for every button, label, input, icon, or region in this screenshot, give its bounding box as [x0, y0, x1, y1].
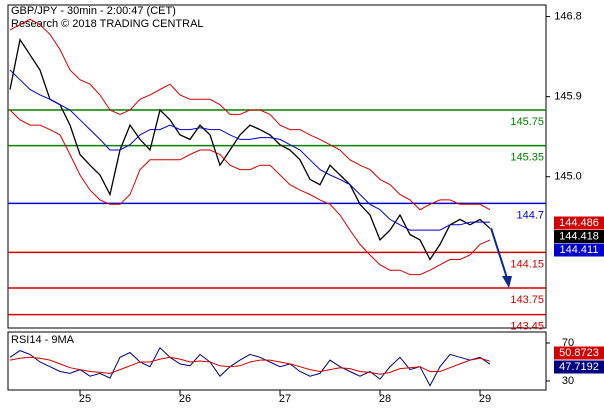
y-tick-label: 145.9: [554, 91, 582, 103]
price-marker-label: 144.418: [559, 230, 599, 242]
level-label: 144.7: [516, 209, 544, 221]
rsi-marker-label: 50.8723: [559, 347, 599, 359]
price-marker: [554, 230, 604, 243]
chart-title: GBP/JPY - 30min - 2:00:47 (CET): [11, 5, 176, 17]
price-marker: [554, 243, 604, 257]
level-label: 143.75: [510, 294, 544, 306]
forecast-arrow: [490, 227, 512, 288]
price-panel: [7, 4, 547, 329]
level-label: 144.15: [510, 258, 544, 270]
x-tick-label: 27: [279, 393, 291, 405]
rsi-marker: [554, 360, 604, 374]
series-line: [9, 346, 491, 387]
x-tick-label: 29: [479, 393, 491, 405]
level-label: 145.75: [510, 116, 544, 128]
rsi-marker-label: 47.7192: [559, 361, 599, 373]
x-tick-label: 26: [179, 393, 191, 405]
y-tick-label: 30: [562, 375, 574, 387]
arrow-line: [490, 227, 508, 279]
y-tick-label: 70: [562, 337, 574, 349]
x-tick-label: 25: [79, 393, 91, 405]
series-line: [9, 18, 491, 211]
y-tick-label: 145.0: [554, 171, 582, 183]
rsi-marker: [554, 346, 604, 360]
series-line: [9, 69, 490, 231]
rsi-panel: [7, 331, 547, 391]
series-line: [9, 356, 491, 375]
price-marker-label: 144.411: [560, 244, 599, 256]
arrow-head: [502, 276, 512, 288]
chart-subtitle: Research © 2018 TRADING CENTRAL: [11, 18, 204, 30]
series-line: [9, 109, 491, 276]
price-marker-label: 144.486: [559, 217, 599, 229]
rsi-title: RSI14 - 9MA: [11, 334, 75, 346]
series-line: [9, 38, 491, 261]
y-tick-label: 146.8: [554, 10, 582, 22]
level-label: 143.45: [510, 321, 544, 333]
level-label: 145.35: [510, 151, 544, 163]
price-marker: [554, 216, 604, 230]
x-tick-label: 28: [379, 393, 391, 405]
